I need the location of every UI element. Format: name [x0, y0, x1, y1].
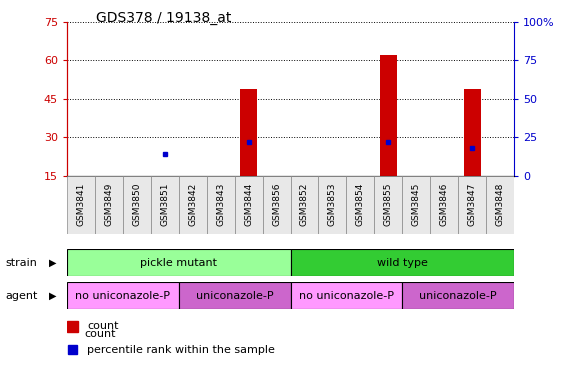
Bar [290, 282, 403, 309]
Text: GSM3846: GSM3846 [440, 183, 449, 226]
Text: strain: strain [6, 258, 38, 268]
Bar [458, 176, 486, 234]
Bar [179, 176, 207, 234]
Bar [318, 176, 346, 234]
Bar [346, 176, 374, 234]
Bar [150, 176, 179, 234]
Text: GSM3845: GSM3845 [412, 183, 421, 226]
Text: GSM3844: GSM3844 [244, 183, 253, 226]
Bar [380, 55, 397, 176]
Bar [290, 176, 318, 234]
Text: GSM3850: GSM3850 [132, 183, 141, 226]
Bar [263, 176, 290, 234]
Bar [207, 176, 235, 234]
Text: GSM3854: GSM3854 [356, 183, 365, 226]
Bar [69, 346, 77, 354]
Bar [235, 176, 263, 234]
Bar [67, 321, 78, 332]
Text: GSM3847: GSM3847 [468, 183, 477, 226]
Text: GSM3853: GSM3853 [328, 183, 337, 226]
Bar [403, 282, 514, 309]
Text: GDS378 / 19138_at: GDS378 / 19138_at [96, 11, 231, 25]
Text: count: count [87, 321, 119, 332]
Bar [240, 89, 257, 176]
Bar [123, 176, 150, 234]
Text: ▶: ▶ [49, 258, 56, 268]
Text: uniconazole-P: uniconazole-P [196, 291, 274, 300]
Text: GSM3841: GSM3841 [76, 183, 85, 226]
Text: GSM3849: GSM3849 [104, 183, 113, 226]
Text: ▶: ▶ [49, 291, 56, 300]
Text: GSM3855: GSM3855 [384, 183, 393, 226]
Text: uniconazole-P: uniconazole-P [419, 291, 497, 300]
Text: GSM3851: GSM3851 [160, 183, 169, 226]
Bar [179, 282, 290, 309]
Text: percentile rank within the sample: percentile rank within the sample [87, 344, 275, 355]
Text: GSM3856: GSM3856 [272, 183, 281, 226]
Text: pickle mutant: pickle mutant [140, 258, 217, 268]
Text: GSM3848: GSM3848 [496, 183, 505, 226]
Text: GSM3843: GSM3843 [216, 183, 225, 226]
Bar [67, 176, 95, 234]
Text: GSM3842: GSM3842 [188, 183, 197, 226]
Bar [95, 176, 123, 234]
Bar [431, 176, 458, 234]
Text: agent: agent [6, 291, 38, 300]
Bar [290, 249, 514, 276]
Text: no uniconazole-P: no uniconazole-P [75, 291, 170, 300]
Text: GSM3852: GSM3852 [300, 183, 309, 226]
Bar [374, 176, 403, 234]
Text: no uniconazole-P: no uniconazole-P [299, 291, 394, 300]
Bar [67, 249, 290, 276]
Bar [403, 176, 431, 234]
Text: wild type: wild type [377, 258, 428, 268]
Text: count: count [84, 329, 116, 339]
Bar [486, 176, 514, 234]
Bar [464, 89, 480, 176]
Bar [67, 282, 179, 309]
